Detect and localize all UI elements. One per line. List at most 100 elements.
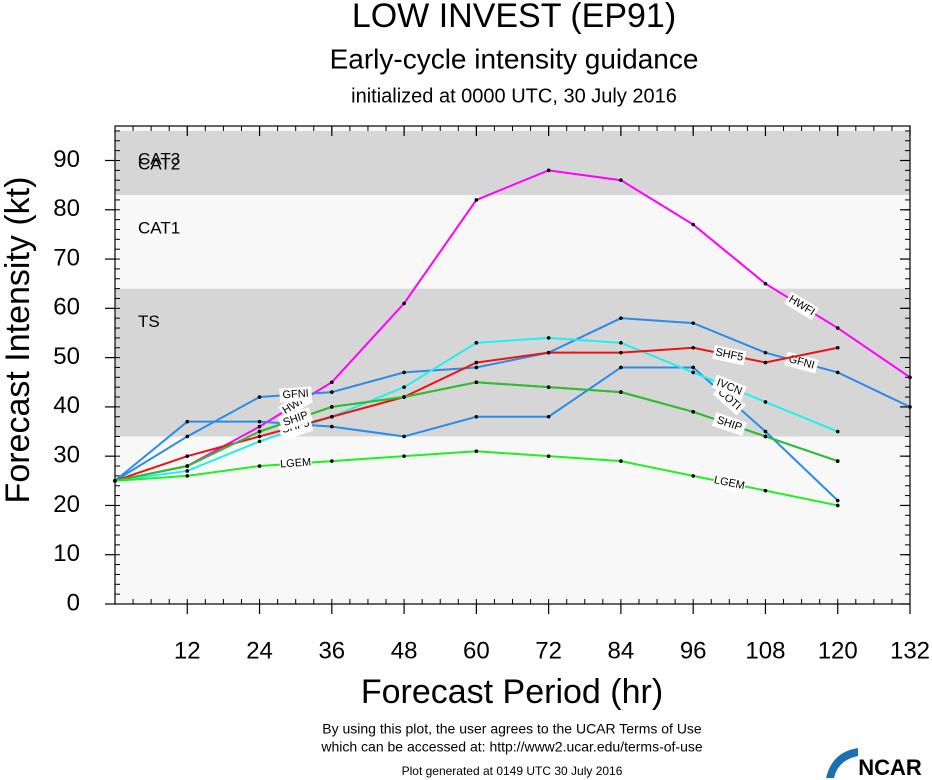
line-label-bg: [712, 383, 746, 416]
data-point: [546, 385, 551, 389]
data-point: [474, 365, 479, 370]
intensity-band: [115, 288, 910, 437]
data-point: [330, 380, 334, 385]
data-point: [619, 178, 623, 183]
x-tick-label: 60: [463, 637, 490, 664]
y-tick-label: 0: [67, 589, 80, 616]
data-point: [619, 341, 623, 345]
line-label-bg: [712, 473, 747, 494]
data-point: [330, 424, 334, 429]
line-label-bg: [279, 386, 313, 403]
data-point: [185, 469, 190, 473]
data-point: [619, 350, 623, 355]
data-point: [691, 222, 695, 227]
y-tick-label: 10: [53, 540, 80, 567]
data-point: [402, 454, 406, 458]
logo: NCAR: [826, 748, 922, 780]
y-tick-label: 50: [53, 343, 80, 370]
line-label-bg: [711, 374, 747, 400]
y-tick-label: 60: [53, 294, 80, 321]
data-point: [257, 424, 262, 429]
data-point: [691, 370, 695, 375]
series-line: [114, 317, 911, 482]
data-point: [185, 434, 190, 439]
data-point: [835, 345, 840, 350]
data-point: [546, 454, 551, 458]
data-point: [546, 336, 551, 340]
series-name: LGEM: [280, 456, 312, 470]
data-point: [330, 390, 334, 394]
init-time: initialized at 0000 UTC, 30 July 2016: [351, 85, 677, 107]
generated-note: Plot generated at 0149 UTC 30 July 2016: [402, 764, 623, 778]
x-tick-label: 132: [890, 637, 930, 664]
data-point: [763, 434, 768, 439]
data-point: [619, 365, 623, 370]
series-name: GFNI: [282, 388, 309, 402]
band-label: TS: [138, 312, 160, 331]
data-point: [619, 459, 623, 463]
data-point: [402, 395, 406, 399]
data-point: [908, 375, 912, 380]
band-label: CAT3: [138, 149, 180, 168]
data-point: [763, 400, 768, 404]
line-label-bg: [279, 455, 313, 472]
data-point: [402, 434, 406, 439]
chart-title: LOW INVEST (EP91): [352, 0, 676, 35]
data-point: [185, 474, 190, 478]
line-label: LGEM: [712, 473, 747, 494]
data-point: [619, 316, 623, 320]
data-point: [763, 488, 768, 493]
data-point: [908, 405, 912, 409]
x-tick-label: 24: [246, 637, 273, 664]
y-tick-label: 40: [53, 392, 80, 419]
data-point: [474, 198, 479, 202]
data-point: [835, 370, 840, 375]
data-point: [691, 345, 695, 350]
data-point: [330, 459, 334, 463]
y-tick-label: 80: [53, 195, 80, 222]
x-tick-label: 48: [391, 637, 418, 664]
data-point: [474, 341, 479, 345]
data-point: [835, 459, 840, 463]
data-point: [835, 498, 840, 503]
band-label: CAT1: [138, 218, 180, 237]
data-point: [474, 380, 479, 385]
data-point: [113, 479, 117, 483]
data-point: [691, 321, 695, 325]
line-label-bg: [784, 291, 819, 321]
line-label: GFNI: [279, 386, 313, 403]
data-point: [185, 454, 190, 458]
data-point: [546, 350, 551, 355]
x-tick-label: 120: [818, 637, 858, 664]
band-label: CAT2: [138, 154, 180, 173]
data-point: [763, 350, 768, 355]
chart-subtitle: Early-cycle intensity guidance: [330, 43, 699, 74]
x-tick-label: 36: [318, 637, 345, 664]
data-point: [835, 326, 840, 330]
data-point: [763, 360, 768, 365]
x-tick-label: 108: [745, 637, 785, 664]
data-point: [185, 419, 190, 424]
line-label-bg: [711, 412, 747, 436]
data-point: [257, 434, 262, 439]
y-tick-label: 20: [53, 491, 80, 518]
data-point: [402, 370, 406, 375]
line-label-bg: [278, 407, 314, 431]
terms-line: which can be accessed at: http://www2.uc…: [320, 739, 703, 755]
data-point: [402, 385, 406, 389]
series-line: [114, 169, 911, 482]
data-point: [835, 503, 840, 508]
data-point: [474, 360, 479, 365]
y-axis-label: Forecast Intensity (kt): [0, 177, 37, 504]
line-label-bg: [712, 345, 747, 366]
plot-frame: [114, 125, 911, 605]
data-point: [474, 414, 479, 419]
logo-text: NCAR: [858, 755, 922, 780]
data-point: [185, 464, 190, 468]
data-point: [546, 414, 551, 419]
data-point: [691, 474, 695, 478]
data-point: [763, 429, 768, 434]
data-point: [691, 365, 695, 370]
